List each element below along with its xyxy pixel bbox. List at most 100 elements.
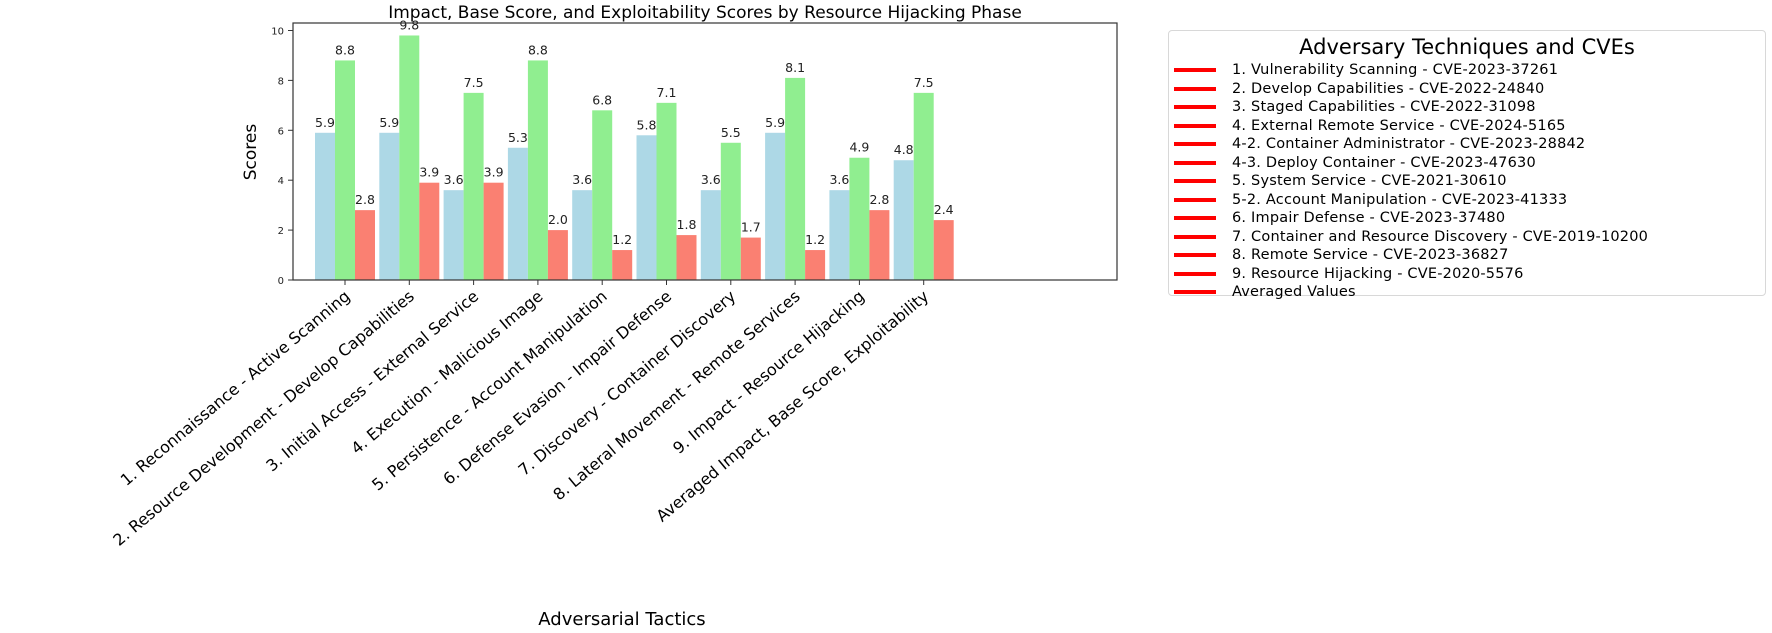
legend-line-icon	[1174, 216, 1216, 221]
bar-base-score	[849, 157, 870, 280]
legend-line-icon	[1174, 142, 1216, 147]
bar-base-score	[399, 35, 420, 281]
x-tick-label: 5. Persistence - Account Manipulation	[368, 287, 611, 495]
bar-value-label: 7.1	[657, 85, 677, 100]
bar-value-label: 2.4	[934, 202, 954, 217]
bar-impact	[700, 190, 721, 280]
legend-label: 5-2. Account Manipulation - CVE-2023-413…	[1232, 191, 1568, 208]
bar-base-score	[527, 60, 548, 280]
chart-title: Impact, Base Score, and Exploitability S…	[388, 3, 1022, 23]
legend-item: 7. Container and Resource Discovery - CV…	[1169, 228, 1765, 247]
y-tick-label: 0	[278, 276, 284, 287]
legend-item: 4-3. Deploy Container - CVE-2023-47630	[1169, 154, 1765, 173]
bar-value-label: 5.9	[379, 115, 399, 130]
legend-line-icon	[1174, 160, 1216, 165]
bar-value-label: 8.1	[785, 60, 805, 75]
bar-exploitability	[676, 235, 697, 280]
bar-value-label: 5.9	[765, 115, 785, 130]
bar-base-score	[592, 110, 613, 280]
legend-label: 4-3. Deploy Container - CVE-2023-47630	[1232, 154, 1536, 171]
bar-exploitability	[419, 182, 440, 280]
bar-value-label: 3.6	[701, 172, 721, 187]
bar-value-label: 1.2	[612, 232, 632, 247]
bar-exploitability	[355, 210, 375, 280]
bar-value-label: 5.3	[508, 130, 528, 145]
bar-value-label: 3.6	[829, 172, 849, 187]
legend-line-icon	[1174, 105, 1216, 110]
bar-value-label: 6.8	[592, 92, 612, 107]
bar-impact	[829, 190, 850, 280]
bar-impact	[507, 147, 528, 280]
x-tick-label: 1. Reconnaissance - Active Scanning	[117, 287, 354, 490]
bar-value-label: 5.8	[637, 117, 657, 132]
legend-item: 1. Vulnerability Scanning - CVE-2023-372…	[1169, 61, 1765, 80]
bar-impact	[765, 132, 786, 280]
legend-label: 6. Impair Defense - CVE-2023-37480	[1232, 210, 1506, 227]
legend-item: 4. External Remote Service - CVE-2024-51…	[1169, 117, 1765, 136]
legend-item: 3. Staged Capabilities - CVE-2022-31098	[1169, 98, 1765, 117]
bar-value-label: 3.6	[444, 172, 464, 187]
y-axis-label: Scores	[241, 124, 261, 181]
bar-value-label: 5.5	[721, 125, 741, 140]
legend-label: 7. Container and Resource Discovery - CV…	[1232, 228, 1649, 245]
bar-value-label: 2.8	[355, 192, 375, 207]
legend-item: 9. Resource Hijacking - CVE-2020-5576	[1169, 265, 1765, 284]
legend-line-icon	[1174, 123, 1216, 128]
bar-value-label: 8.8	[335, 42, 355, 57]
legend-label: Averaged Values	[1232, 284, 1356, 301]
bar-exploitability	[483, 182, 504, 280]
legend-line-icon	[1174, 179, 1216, 184]
legend-title: Adversary Techniques and CVEs	[1299, 35, 1635, 59]
bar-value-label: 4.8	[894, 142, 914, 157]
bar-impact	[893, 160, 914, 280]
bar-base-score	[656, 102, 677, 280]
x-axis-label: Adversarial Tactics	[538, 609, 705, 630]
legend-line-icon	[1174, 271, 1216, 276]
bar-base-score	[785, 77, 806, 280]
y-axis-ticks: 0 2 4 6 8 10	[271, 26, 293, 287]
bar-value-label: 8.8	[528, 42, 548, 57]
bar-value-label: 7.5	[914, 75, 934, 90]
bar-exploitability	[547, 230, 568, 280]
legend-item: 5. System Service - CVE-2021-30610	[1169, 172, 1765, 191]
legend-label: 5. System Service - CVE-2021-30610	[1232, 173, 1507, 190]
legend-line-icon	[1174, 197, 1216, 202]
bar-impact	[572, 190, 593, 280]
legend-item: Averaged Values	[1169, 283, 1765, 302]
legend-item: 4-2. Container Administrator - CVE-2023-…	[1169, 135, 1765, 154]
bar-value-label: 3.9	[419, 165, 439, 180]
bar-value-label: 1.2	[805, 232, 825, 247]
legend-label: 8. Remote Service - CVE-2023-36827	[1232, 247, 1509, 264]
y-tick-label: 10	[271, 26, 284, 37]
value-labels-group: 5.9 8.8 2.8 5.9 9.8 3.9 3.6 7.5 3.9 5.3 8.8 2.0 3.6 6…	[315, 17, 954, 247]
bar-value-label: 4.9	[849, 140, 869, 155]
bar-impact	[315, 132, 335, 280]
bar-base-score	[913, 92, 934, 280]
bar-impact	[636, 135, 657, 280]
legend-line-icon	[1174, 68, 1216, 73]
legend-line-icon	[1174, 290, 1216, 295]
bar-exploitability	[869, 210, 890, 280]
bar-value-label: 3.9	[484, 165, 504, 180]
bar-exploitability	[740, 237, 761, 280]
bar-value-label: 5.9	[315, 115, 335, 130]
bar-base-score	[335, 60, 355, 280]
bar-exploitability	[612, 250, 633, 280]
bar-value-label: 2.0	[548, 212, 568, 227]
legend-label: 3. Staged Capabilities - CVE-2022-31098	[1232, 99, 1536, 116]
bar-exploitability	[933, 220, 954, 280]
legend-items: 1. Vulnerability Scanning - CVE-2023-372…	[1169, 61, 1765, 302]
x-tick-label: 6. Defense Evasion - Impair Defense	[439, 287, 675, 489]
legend-label: 4-2. Container Administrator - CVE-2023-…	[1232, 136, 1586, 153]
bars-group	[315, 35, 954, 281]
legend-label: 4. External Remote Service - CVE-2024-51…	[1232, 117, 1566, 134]
legend-item: 8. Remote Service - CVE-2023-36827	[1169, 246, 1765, 265]
bar-value-label: 9.8	[399, 17, 419, 32]
bar-base-score	[463, 92, 484, 280]
legend: Adversary Techniques and CVEs 1. Vulnera…	[1168, 30, 1766, 300]
bar-value-label: 7.5	[464, 75, 484, 90]
legend-line-icon	[1174, 253, 1216, 258]
y-tick-label: 8	[278, 76, 284, 87]
